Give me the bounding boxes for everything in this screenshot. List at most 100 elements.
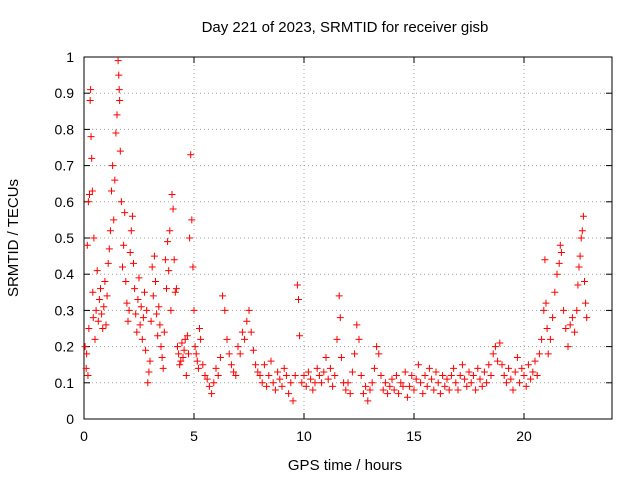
data-point xyxy=(516,379,524,387)
data-point xyxy=(373,343,381,351)
data-point xyxy=(128,212,136,220)
data-point xyxy=(221,306,229,314)
data-point xyxy=(123,299,131,307)
data-point xyxy=(146,357,154,365)
data-point xyxy=(133,328,141,336)
data-point xyxy=(177,357,185,365)
data-point xyxy=(302,382,310,390)
data-point xyxy=(447,372,455,380)
data-point xyxy=(185,350,192,358)
data-point xyxy=(134,296,142,304)
x-axis-label: GPS time / hours xyxy=(288,457,402,474)
data-point xyxy=(106,227,114,235)
data-point xyxy=(227,361,235,369)
data-point xyxy=(194,364,202,372)
data-point xyxy=(187,151,195,159)
data-point xyxy=(88,154,96,162)
data-point xyxy=(122,277,130,285)
grid-lines xyxy=(84,57,612,419)
data-point xyxy=(408,372,416,380)
data-point xyxy=(395,390,403,398)
y-tick-label: 0.7 xyxy=(55,158,75,174)
data-point xyxy=(144,379,152,387)
data-point xyxy=(538,335,546,343)
data-point xyxy=(388,375,396,383)
data-point xyxy=(527,375,535,383)
data-point xyxy=(403,393,411,401)
data-point xyxy=(359,390,367,398)
data-point xyxy=(212,364,220,372)
data-point xyxy=(513,353,521,361)
data-point xyxy=(443,375,451,383)
data-point xyxy=(474,364,482,372)
data-point xyxy=(392,372,400,380)
data-point xyxy=(87,86,95,94)
data-point xyxy=(326,364,334,372)
y-tick-label: 0 xyxy=(66,411,74,427)
x-tick-label: 5 xyxy=(190,428,198,444)
data-point xyxy=(199,361,207,369)
data-point xyxy=(555,259,563,267)
data-point xyxy=(114,57,122,65)
data-point xyxy=(82,364,90,372)
data-point xyxy=(143,306,151,314)
data-point xyxy=(282,372,290,380)
data-point xyxy=(511,368,519,376)
data-point xyxy=(84,372,92,380)
data-point xyxy=(436,390,444,398)
data-point xyxy=(540,306,548,314)
data-point xyxy=(439,372,447,380)
data-point xyxy=(154,332,162,340)
data-point xyxy=(91,335,99,343)
data-point xyxy=(126,248,134,256)
data-point xyxy=(390,386,398,394)
data-point xyxy=(95,296,103,304)
data-point xyxy=(574,281,582,289)
data-point xyxy=(331,372,339,380)
data-point xyxy=(254,368,262,376)
y-tick-label: 0.6 xyxy=(55,194,75,210)
data-point xyxy=(117,198,125,206)
data-point xyxy=(103,292,111,300)
data-point xyxy=(324,375,332,383)
data-point xyxy=(86,191,93,199)
data-point xyxy=(546,335,554,343)
data-point xyxy=(441,382,449,390)
data-point xyxy=(170,256,178,264)
data-point xyxy=(90,234,98,242)
data-point xyxy=(553,270,561,278)
data-point xyxy=(362,382,370,390)
data-point xyxy=(509,386,517,394)
data-point xyxy=(576,252,584,260)
y-tick-label: 0.5 xyxy=(55,230,75,246)
data-point xyxy=(121,209,129,217)
data-point xyxy=(83,350,91,358)
data-point xyxy=(581,277,588,285)
data-point xyxy=(98,310,106,318)
data-point xyxy=(575,263,583,271)
data-point xyxy=(494,357,502,365)
data-point xyxy=(280,364,288,372)
data-point xyxy=(197,335,205,343)
data-point xyxy=(366,386,374,394)
data-point xyxy=(571,328,579,336)
data-point xyxy=(100,303,108,311)
data-point xyxy=(260,361,268,369)
data-point xyxy=(232,372,240,380)
data-point xyxy=(566,321,574,329)
data-point xyxy=(483,379,491,387)
data-point xyxy=(496,339,504,347)
data-point xyxy=(375,350,383,358)
data-point xyxy=(104,259,112,267)
data-point xyxy=(544,350,552,358)
data-point xyxy=(108,187,115,195)
data-point xyxy=(285,390,293,398)
data-point xyxy=(127,227,135,235)
data-point xyxy=(87,133,95,141)
x-tick-label: 20 xyxy=(516,428,532,444)
data-point xyxy=(271,386,279,394)
data-point xyxy=(109,162,117,170)
data-point xyxy=(384,390,392,398)
data-point xyxy=(370,364,378,372)
data-point xyxy=(414,361,422,369)
